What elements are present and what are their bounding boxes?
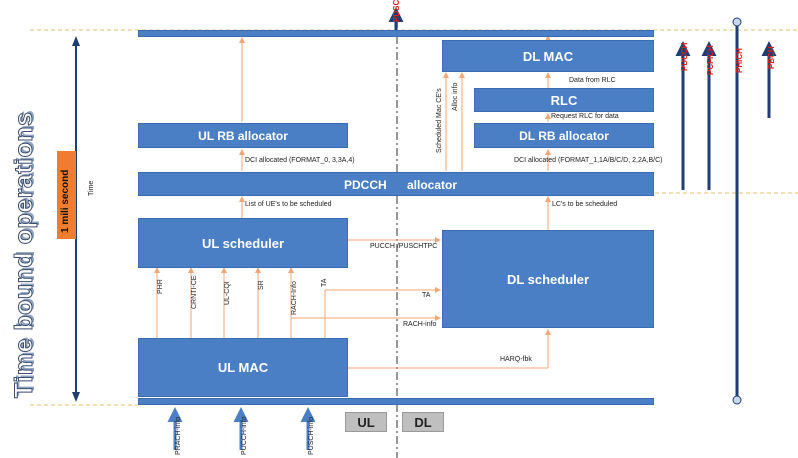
rach-info-v-label: RACH-Info [291,281,298,315]
pucch-puschtpc-label: PUCCH /PUSCHTPC [370,243,438,250]
pdsch-label: PDSCH [392,0,401,22]
ta-label: TA [422,292,431,299]
ul-tag: UL [345,412,387,432]
pucch-info-label: PUCCH-info [241,416,248,455]
ul-rb-allocator-block: UL RB allocator [138,123,348,148]
sr-label: SR [258,280,265,290]
ta-v-label: TA [321,278,328,287]
pdcch-allocator-block: PDCCH allocator [138,172,654,196]
list-ues-label: List of UE's to be scheduled [245,201,332,208]
time-bound-title: Time bound operations [10,111,39,398]
pdcch-allocator-word2: allocator [407,178,458,192]
lcs-label: LC's to be scheduled [552,201,618,208]
harq-fbk-label: HARQ-fbk [500,356,532,363]
bottom-bar [138,398,654,405]
time-label: Time [88,180,95,196]
ul-scheduler-block: UL scheduler [138,218,348,268]
ul-mac-block: UL MAC [138,338,348,397]
phich-label: PHICH [735,48,744,73]
pdcch-label: PDCCH [680,42,689,71]
pusch-info-label: PUSCH-info [308,416,315,455]
duration-box: 1 mili second [57,151,76,239]
dl-tag: DL [402,412,444,432]
top-bar [138,30,654,37]
dl-scheduler-block: DL scheduler [442,230,654,328]
request-rlc-label: Request RLC for data [551,113,619,120]
pdcch-allocator-word1: PDCCH [344,178,387,192]
duration-label: 1 mili second [60,169,71,233]
phr-label: PHR [157,279,164,294]
dci-dl-label: DCI allocated (FORMAT_1,1A/B/C/D, 2,2A,B… [514,157,663,164]
pcfich-label: PCFICH [706,45,715,75]
dl-rb-allocator-block: DL RB allocator [474,123,654,148]
alloc-info-label: Alloc info [452,82,459,111]
rach-info-label: RACH-info [403,321,437,328]
crnti-ce-label: CRNTI-CE [191,275,198,309]
data-from-rlc-label: Data from RLC [569,77,616,84]
pbch-label: PBCH [767,46,776,69]
ul-cqi-label: UL-CQI [224,281,231,305]
dci-ul-label: DCI allocated (FORMAT_0, 3,3A,4) [245,157,355,164]
dl-mac-block: DL MAC [442,40,654,72]
prach-info-label: PRACH-info [175,416,182,455]
rlc-block: RLC [474,88,654,112]
sched-mac-ces-label: Scheduled Mac CE's [436,88,443,153]
